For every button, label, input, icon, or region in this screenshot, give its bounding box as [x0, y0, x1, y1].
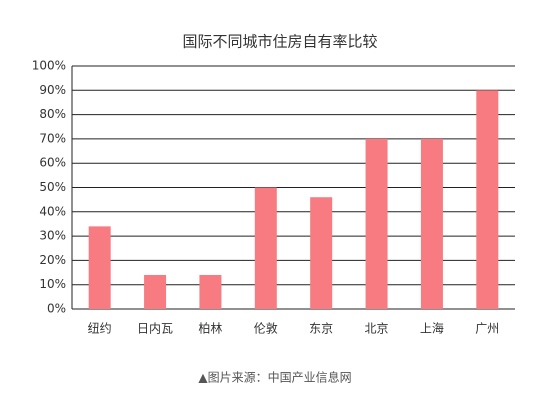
bar [365, 138, 388, 309]
bar [254, 187, 277, 309]
x-tick-label: 东京 [309, 322, 333, 336]
bar [144, 274, 167, 309]
y-tick-label: 10% [39, 277, 66, 291]
bar [420, 138, 443, 309]
bar [476, 90, 499, 309]
x-tick-label: 日内瓦 [137, 322, 173, 336]
bar [199, 274, 222, 309]
y-tick-label: 20% [39, 253, 66, 267]
x-tick-label: 广州 [475, 322, 499, 336]
y-tick-label: 50% [39, 180, 66, 194]
x-tick-label: 伦敦 [254, 321, 278, 336]
y-tick-label: 100% [32, 59, 66, 73]
chart-title: 国际不同城市住房自有率比较 [182, 33, 377, 51]
y-tick-label: 80% [39, 107, 66, 121]
x-tick-label: 北京 [365, 322, 389, 336]
y-tick-label: 70% [39, 131, 66, 145]
y-tick-label: 40% [39, 204, 66, 218]
y-tick-label: 90% [39, 83, 66, 97]
x-tick-label: 纽约 [88, 321, 112, 336]
x-tick-label: 上海 [420, 321, 444, 336]
bar [310, 197, 333, 309]
bar [88, 226, 111, 309]
x-tick-label: 柏林 [198, 321, 222, 336]
y-tick-label: 60% [39, 156, 66, 170]
y-tick-label: 0% [47, 302, 66, 316]
y-tick-label: 30% [39, 229, 66, 243]
caption: ▲图片来源：中国产业信息网 [198, 370, 351, 385]
